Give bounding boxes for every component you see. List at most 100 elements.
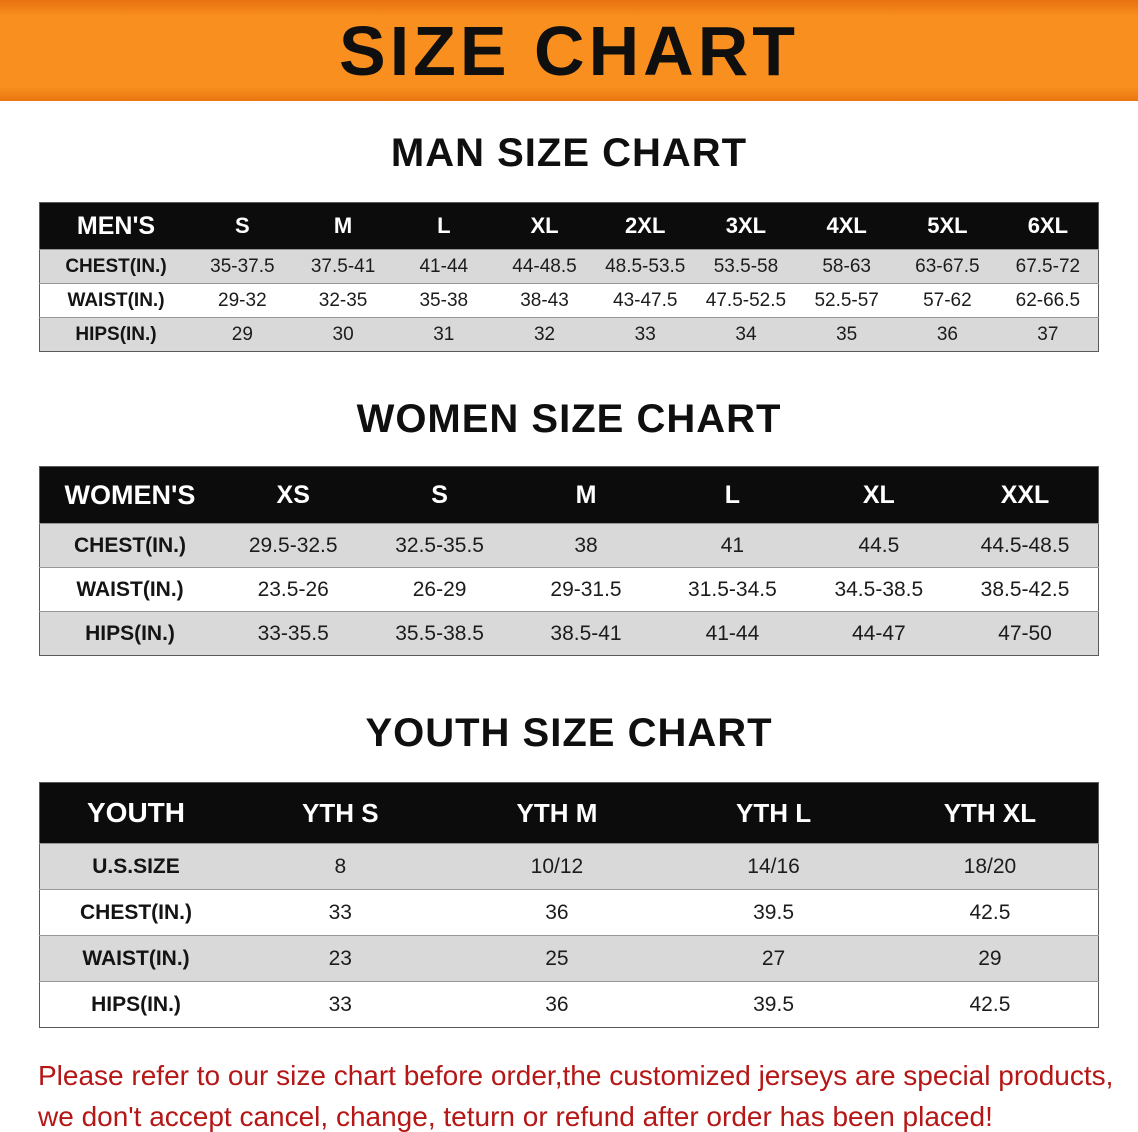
youth-header-row: YOUTH YTH S YTH M YTH L YTH XL: [39, 782, 1099, 844]
size-column-header: YTH XL: [881, 782, 1099, 844]
cell: 8: [334, 854, 347, 878]
cell: 35: [836, 323, 858, 345]
size-column-header: S: [192, 202, 293, 250]
size-column-header: 5XL: [897, 202, 998, 250]
women-header-row: WOMEN'S XS S M L XL XXL: [39, 466, 1099, 524]
row-label: CHEST(IN.): [65, 255, 167, 277]
size-column-header: M: [292, 202, 394, 250]
men-waist-row: WAIST(IN.) 29-32 32-35 35-38 38-43 43-47…: [39, 283, 1099, 318]
cell: 29: [978, 946, 1002, 970]
cell: 29-32: [218, 289, 267, 311]
size-column-header: YTH M: [448, 782, 666, 844]
women-waist-row: WAIST(IN.) 23.5-26 26-29 29-31.5 31.5-34…: [39, 567, 1099, 612]
row-label: HIPS(IN.): [75, 323, 157, 345]
men-section-heading: MAN SIZE CHART: [390, 131, 748, 175]
youth-chest-row: CHEST(IN.) 33 36 39.5 42.5: [39, 889, 1099, 936]
row-label: WAIST(IN.): [76, 577, 184, 601]
cell: 33: [328, 900, 352, 924]
cell: 63-67.5: [915, 255, 980, 277]
cell: 44.5: [858, 533, 900, 557]
women-section-heading: WOMEN SIZE CHART: [356, 397, 782, 441]
size-column-header: L: [659, 466, 806, 524]
cell: 14/16: [747, 854, 800, 878]
size-column-header: 6XL: [997, 202, 1099, 250]
cell: 29.5-32.5: [248, 533, 338, 557]
size-column-header: 3XL: [695, 202, 797, 250]
cell: 36: [545, 900, 569, 924]
men-header-row: MEN'S S M L XL 2XL 3XL 4XL 5XL 6XL: [39, 202, 1099, 250]
men-size-section: MAN SIZE CHART MEN'S S M L XL 2XL 3XL 4X…: [0, 131, 1138, 352]
row-label: CHEST(IN.): [74, 533, 186, 557]
size-column-header: XXL: [952, 466, 1099, 524]
cell: 25: [545, 946, 569, 970]
cell: 38.5-41: [550, 621, 622, 645]
size-column-header: YTH S: [232, 782, 449, 844]
cell: 35-37.5: [210, 255, 275, 277]
cell: 31.5-34.5: [688, 577, 777, 601]
row-label: HIPS(IN.): [85, 621, 175, 645]
cell: 38: [574, 533, 598, 557]
size-column-header: 4XL: [796, 202, 898, 250]
cell: 18/20: [963, 854, 1017, 878]
cell: 41-44: [705, 621, 760, 645]
cell: 34.5-38.5: [834, 577, 924, 601]
size-column-header: YTH L: [665, 782, 882, 844]
youth-table-label: YOUTH: [39, 782, 232, 844]
cell: 27: [761, 946, 786, 970]
cell: 42.5: [969, 992, 1011, 1016]
cell: 36: [936, 323, 958, 345]
cell: 39.5: [753, 992, 794, 1016]
women-size-table: WOMEN'S XS S M L XL XXL CHEST(IN.) 29.5-…: [39, 466, 1099, 656]
men-chest-row: CHEST(IN.) 35-37.5 37.5-41 41-44 44-48.5…: [39, 249, 1099, 284]
cell: 32.5-35.5: [395, 533, 484, 557]
row-label: CHEST(IN.): [80, 900, 192, 924]
size-column-header: 2XL: [594, 202, 696, 250]
cell: 38.5-42.5: [980, 577, 1070, 601]
cell: 41: [720, 533, 745, 557]
youth-waist-row: WAIST(IN.) 23 25 27 29: [39, 935, 1099, 982]
cell: 35-38: [419, 289, 469, 311]
cell: 48.5-53.5: [605, 255, 686, 277]
cell: 38-43: [520, 289, 569, 311]
cell: 37: [1037, 323, 1059, 345]
disclaimer: Please refer to our size chart before or…: [0, 1056, 1138, 1132]
men-size-table: MEN'S S M L XL 2XL 3XL 4XL 5XL 6XL CHEST…: [39, 202, 1099, 352]
cell: 34: [735, 323, 757, 345]
cell: 23: [328, 946, 352, 970]
men-hips-row: HIPS(IN.) 29 30 31 32 33 34 35 36 37: [39, 317, 1099, 352]
size-column-header: L: [393, 202, 495, 250]
cell: 37.5-41: [310, 255, 376, 277]
cell: 31: [433, 323, 455, 345]
cell: 67.5-72: [1015, 255, 1081, 277]
size-column-header: S: [366, 466, 513, 524]
size-column-header: M: [512, 466, 660, 524]
cell: 36: [545, 992, 569, 1016]
women-table-label: WOMEN'S: [39, 466, 220, 524]
women-chest-row: CHEST(IN.) 29.5-32.5 32.5-35.5 38 41 44.…: [39, 523, 1099, 568]
cell: 32-35: [318, 289, 368, 311]
title-banner: SIZE CHART: [0, 0, 1138, 101]
size-column-header: XL: [494, 202, 595, 250]
youth-section-heading: YOUTH SIZE CHART: [365, 711, 773, 755]
cell: 44-48.5: [512, 255, 577, 277]
row-label: U.S.SIZE: [92, 854, 180, 878]
cell: 57-62: [923, 289, 972, 311]
cell: 33: [328, 992, 352, 1016]
disclaimer-line-2: we don't accept cancel, change, teturn o…: [38, 1100, 993, 1132]
cell: 47-50: [998, 621, 1052, 645]
cell: 44-47: [851, 621, 906, 645]
cell: 26-29: [412, 577, 467, 601]
cell: 52.5-57: [814, 289, 879, 311]
cell: 33-35.5: [257, 621, 329, 645]
cell: 29: [231, 323, 253, 345]
youth-size-section: YOUTH SIZE CHART YOUTH YTH S YTH M YTH L…: [0, 711, 1138, 1028]
cell: 62-66.5: [1015, 289, 1081, 311]
cell: 42.5: [969, 900, 1011, 924]
row-label: WAIST(IN.): [67, 289, 165, 311]
disclaimer-line-1: Please refer to our size chart before or…: [38, 1060, 1114, 1091]
row-label: HIPS(IN.): [91, 992, 181, 1016]
youth-ussize-row: U.S.SIZE 8 10/12 14/16 18/20: [39, 843, 1099, 890]
cell: 47.5-52.5: [705, 289, 787, 311]
cell: 35.5-38.5: [395, 621, 484, 645]
